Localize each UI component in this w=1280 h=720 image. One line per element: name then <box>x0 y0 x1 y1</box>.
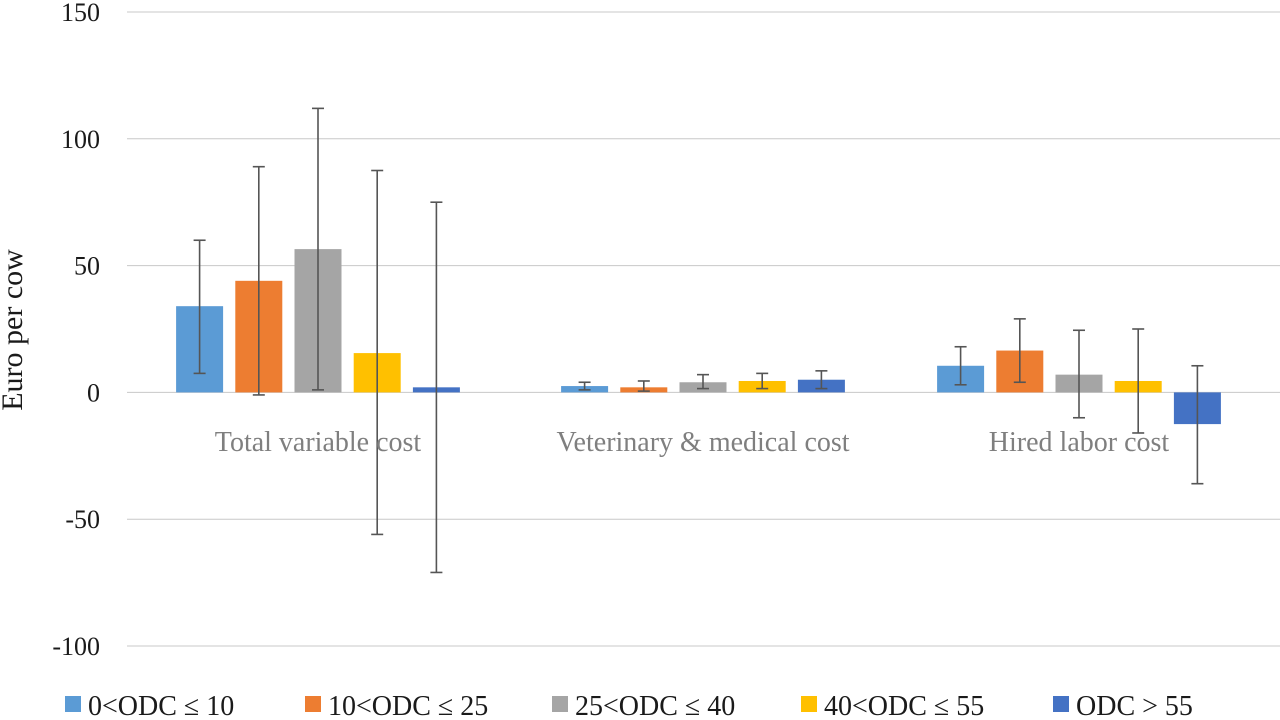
error-bar <box>1013 318 1026 384</box>
legend-swatch <box>552 696 568 712</box>
category-label: Hired labor cost <box>989 427 1170 458</box>
legend-label: 40<ODC ≤ 55 <box>824 691 984 720</box>
error-bar <box>1191 364 1204 485</box>
error-bar <box>1073 329 1085 419</box>
legend-entry: 25<ODC ≤ 40 <box>552 691 735 720</box>
legend-swatch <box>1053 696 1069 712</box>
legend-label: ODC > 55 <box>1076 691 1193 720</box>
error-bar <box>954 345 967 386</box>
category-labels: Total variable cost Veterinary & medical … <box>215 427 1170 458</box>
error-bar <box>756 372 769 390</box>
error-bar <box>252 165 265 396</box>
legend-swatch <box>801 696 817 712</box>
y-axis-label: Euro per cow <box>0 249 29 411</box>
y-tick-label: -50 <box>65 505 100 534</box>
legend-swatch <box>305 696 321 712</box>
error-bar <box>697 373 709 390</box>
category-label: Veterinary & medical cost <box>556 427 849 458</box>
legend-label: 0<ODC ≤ 10 <box>88 691 234 720</box>
y-axis-tick-labels: 150 100 50 0 -50 -100 <box>52 0 100 661</box>
y-tick-label: 0 <box>87 378 100 407</box>
y-tick-label: -100 <box>52 632 100 661</box>
legend: 0<ODC ≤ 10 10<ODC ≤ 25 25<ODC ≤ 40 40<ODC ≤… <box>65 691 1193 720</box>
legend-label: 25<ODC ≤ 40 <box>575 691 735 720</box>
error-bar <box>312 107 324 391</box>
error-bar <box>193 239 206 375</box>
y-tick-label: 150 <box>61 0 100 27</box>
y-tick-label: 100 <box>61 125 100 154</box>
category-label: Total variable cost <box>215 427 422 458</box>
y-tick-label: 50 <box>74 252 100 281</box>
error-bar <box>371 169 384 536</box>
legend-entry: 40<ODC ≤ 55 <box>801 691 984 720</box>
legend-entry: 10<ODC ≤ 25 <box>305 691 488 720</box>
legend-entry: ODC > 55 <box>1053 691 1193 720</box>
legend-swatch <box>65 696 81 712</box>
error-bar <box>815 370 828 390</box>
error-bars <box>193 107 1204 574</box>
error-bar <box>430 201 443 574</box>
bars <box>176 249 1221 425</box>
error-bar <box>578 381 591 391</box>
legend-entry: 0<ODC ≤ 10 <box>65 691 234 720</box>
error-bar <box>1132 328 1145 434</box>
legend-label: 10<ODC ≤ 25 <box>328 691 488 720</box>
error-bar <box>637 380 650 392</box>
